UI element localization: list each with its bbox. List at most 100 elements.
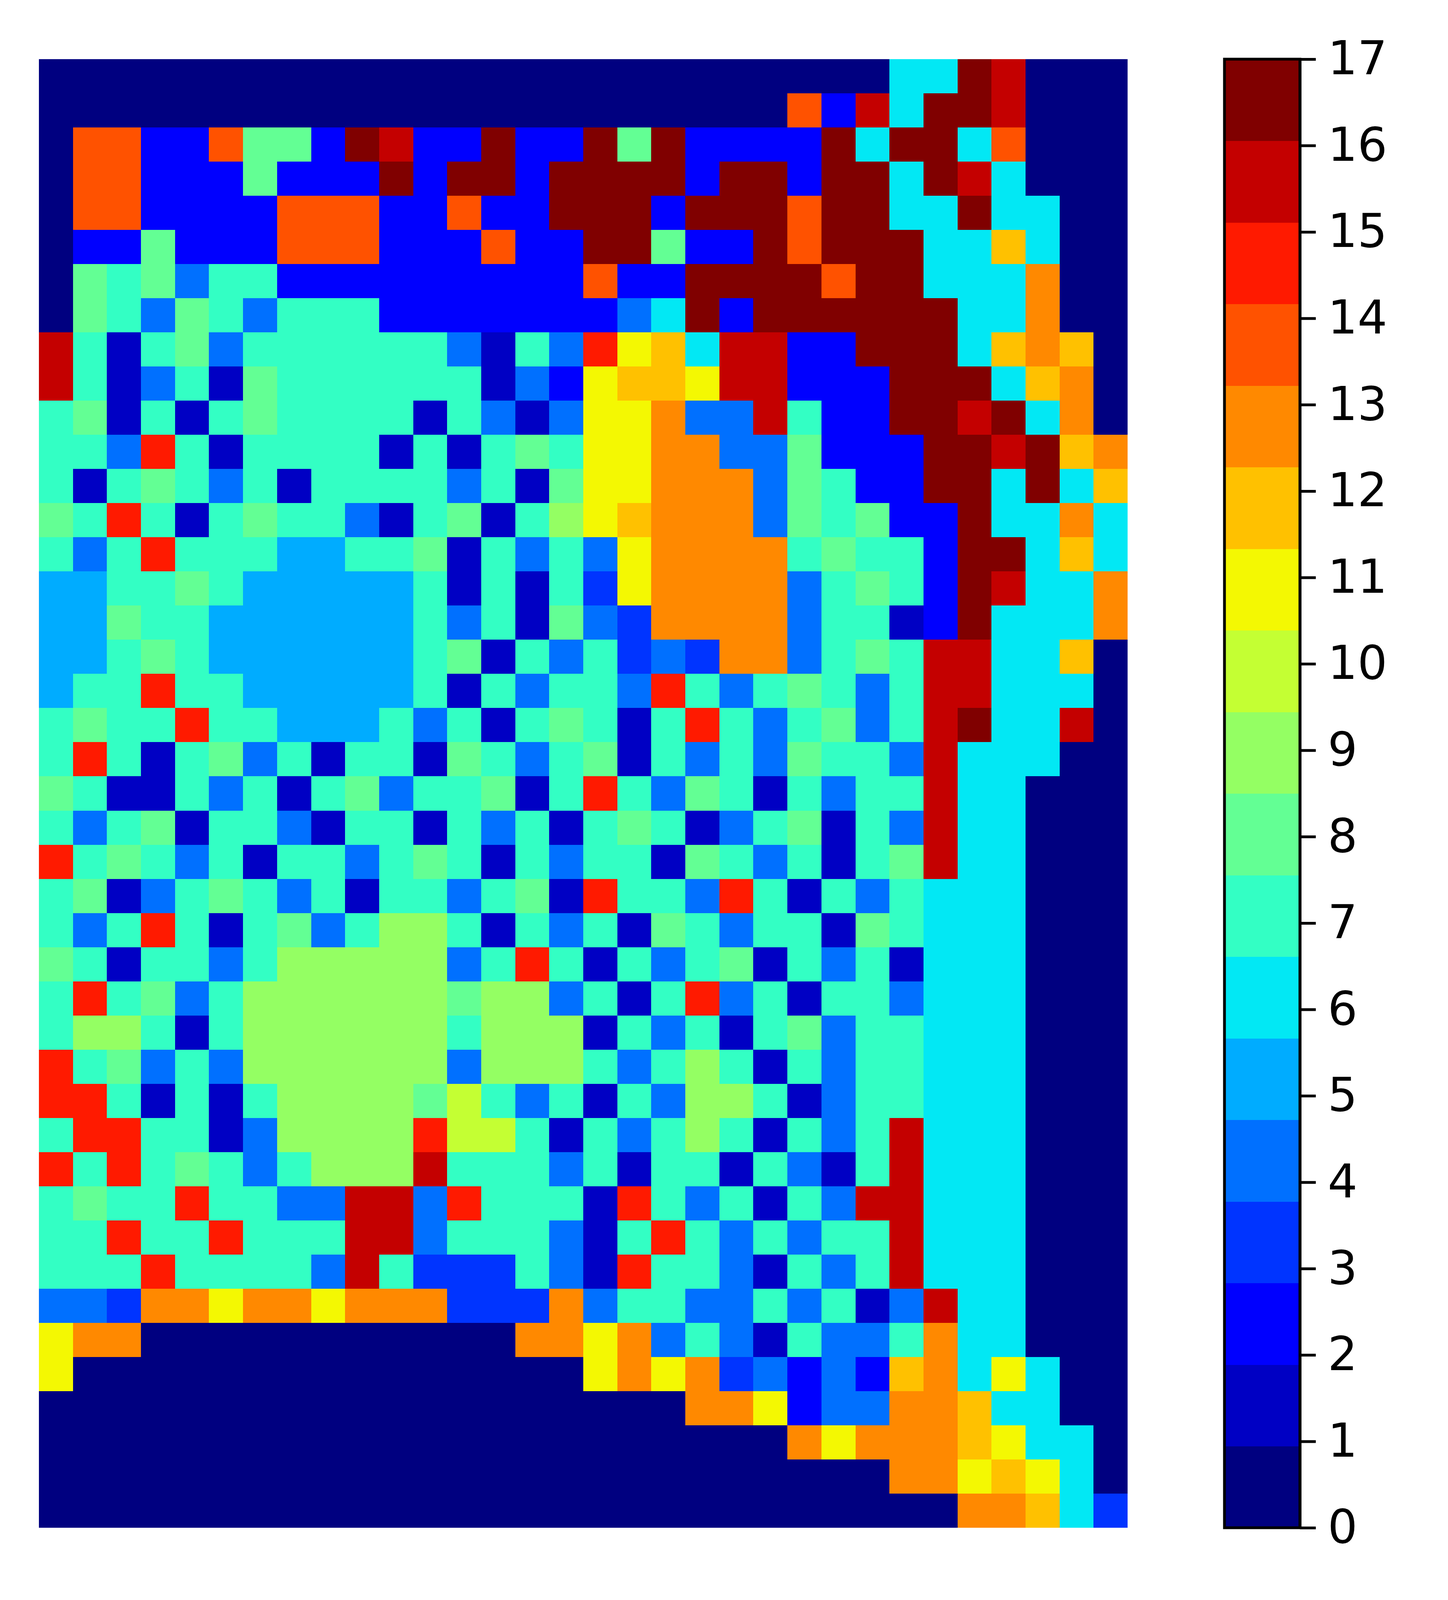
heatmap-cell [583,298,618,333]
heatmap-cell [651,1322,686,1358]
heatmap-cell [1025,434,1061,470]
heatmap-cell [515,161,550,197]
heatmap-cell [106,639,142,675]
heatmap-cell [311,981,346,1017]
heatmap-cell [345,571,380,606]
heatmap-cell [889,1220,924,1256]
heatmap-cell [481,1322,516,1358]
heatmap-cell [515,1322,550,1358]
heatmap-cell [923,1254,959,1290]
colorbar-band [1224,304,1300,386]
heatmap-cell [1093,468,1128,504]
heatmap-cell [1093,1254,1128,1290]
heatmap-cell [73,981,108,1017]
heatmap-cell [957,332,993,367]
colorbar-tick: 0 [1299,1499,1358,1555]
heatmap-cell [753,571,788,606]
heatmap-cell [277,879,312,914]
heatmap-cell [175,59,210,94]
heatmap-cell [242,195,278,231]
heatmap-cell [1059,1357,1095,1392]
heatmap-cell [651,264,686,299]
heatmap-cell [208,844,244,880]
heatmap-cell [685,639,720,675]
heatmap-cell [583,1083,618,1119]
heatmap-cell [957,298,993,333]
heatmap-cell [447,571,482,606]
heatmap-cell [549,1391,584,1426]
heatmap-cell [855,1425,891,1460]
heatmap-cell [1059,947,1095,982]
heatmap-cell [447,673,482,709]
heatmap-cell [311,1391,346,1426]
heatmap-cell [855,1322,891,1358]
heatmap-cell [515,1391,550,1426]
heatmap-cell [821,1493,857,1528]
heatmap-cell [991,93,1026,128]
heatmap-cell [787,59,822,94]
heatmap-cell [617,673,652,709]
heatmap-cell [73,742,108,777]
heatmap-cell [957,1493,993,1528]
heatmap-cell [583,503,618,538]
heatmap-cell [413,1288,448,1324]
heatmap-cell [923,981,959,1017]
heatmap-cell [379,59,414,94]
heatmap-cell [1025,1288,1061,1324]
heatmap-cell [311,913,346,948]
heatmap-cell [923,1288,959,1324]
heatmap-cell [787,1049,822,1085]
heatmap-cell [1059,1493,1095,1528]
heatmap-cell [1059,127,1095,162]
heatmap-cell [583,981,618,1017]
heatmap-cell [515,59,550,94]
heatmap-cell [923,93,959,128]
colorbar-frame [1224,59,1300,1528]
heatmap-cell [38,229,74,265]
heatmap-cell [277,1288,312,1324]
heatmap-cell [447,332,482,367]
heatmap-cell [957,605,993,641]
heatmap-cell [106,503,142,538]
heatmap-cell [719,264,754,299]
colorbar-tick-label: 15 [1327,203,1388,259]
heatmap-cell [175,298,210,333]
heatmap-cell [345,503,380,538]
heatmap-cell [515,127,550,162]
heatmap-cell [379,1254,414,1290]
heatmap-cell [1059,1254,1095,1290]
heatmap-cell [685,59,720,94]
heatmap-cell [345,639,380,675]
heatmap-cell [413,913,448,948]
heatmap-cell [1093,298,1128,333]
heatmap-cell [515,1425,550,1460]
heatmap-cell [242,605,278,641]
heatmap-cell [889,1118,924,1153]
heatmap-cell [617,1186,652,1221]
heatmap-cell [73,571,108,606]
heatmap-cell [515,1459,550,1495]
heatmap-cell [140,1391,176,1426]
heatmap-cell [515,1186,550,1221]
heatmap-cell [1025,537,1061,572]
heatmap-cell [175,605,210,641]
heatmap-cell [1025,639,1061,675]
colorbar-tick-mark [1299,576,1316,580]
heatmap-cell [447,195,482,231]
heatmap-cell [651,844,686,880]
heatmap-cell [821,1186,857,1221]
heatmap-cell [855,673,891,709]
heatmap-cell [651,673,686,709]
heatmap-cell [175,332,210,367]
heatmap-cell [140,810,176,846]
heatmap-cell [175,1322,210,1358]
heatmap-cell [923,673,959,709]
heatmap-cell [379,981,414,1017]
heatmap-cell [208,332,244,367]
heatmap-cell [311,195,346,231]
heatmap-cell [753,1391,788,1426]
heatmap-cell [719,879,754,914]
heatmap-cell [957,434,993,470]
heatmap-cell [1059,1186,1095,1221]
heatmap-cell [889,1425,924,1460]
